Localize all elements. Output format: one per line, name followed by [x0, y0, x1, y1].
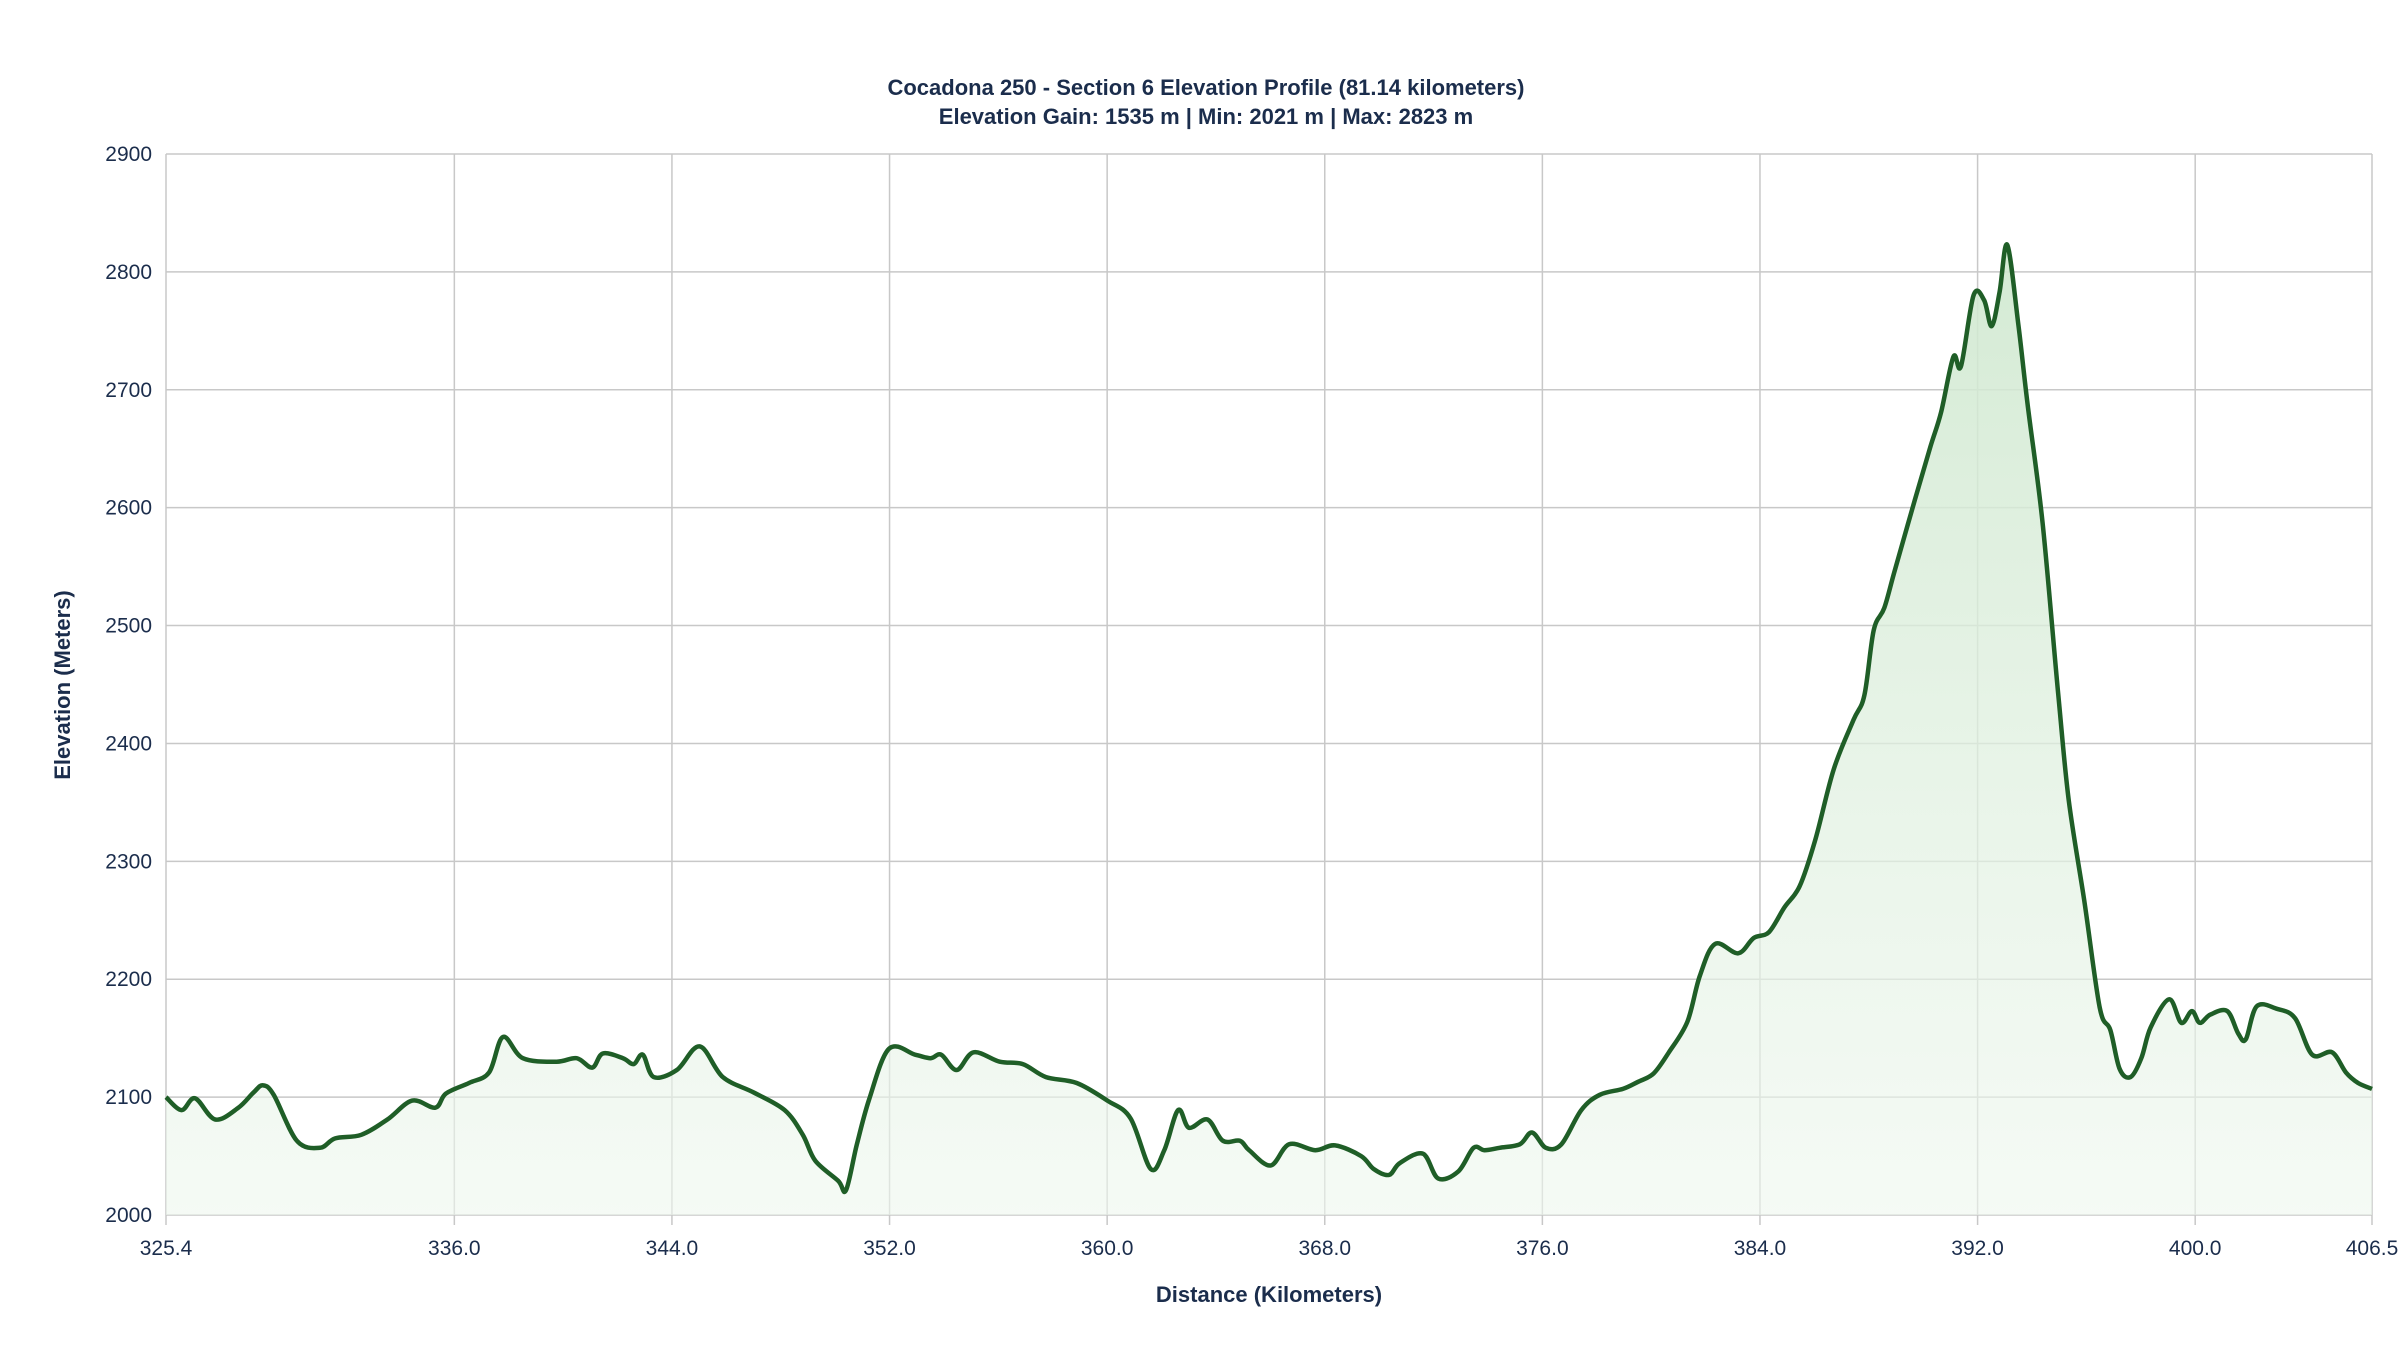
y-tick-label: 2000 — [105, 1204, 152, 1227]
x-tick-label: 368.0 — [1298, 1237, 1351, 1260]
y-tick-label: 2300 — [105, 850, 152, 873]
y-tick-label: 2400 — [105, 732, 152, 755]
x-axis-ticks: 325.4 336.0 344.0 352.0 360.0 368.0 376.0 384.0… — [140, 1237, 2399, 1260]
y-tick-label: 2900 — [105, 143, 152, 166]
x-tick-label: 406.5 — [2346, 1237, 2399, 1260]
x-tick-label: 352.0 — [863, 1237, 916, 1260]
y-tick-label: 2800 — [105, 261, 152, 284]
x-axis-label: Distance (Kilometers) — [1156, 1282, 1382, 1307]
y-tick-label: 2100 — [105, 1086, 152, 1109]
x-tick-label: 336.0 — [428, 1237, 481, 1260]
chart-subtitle: Elevation Gain: 1535 m | Min: 2021 m | M… — [939, 104, 1473, 129]
x-tick-label: 325.4 — [140, 1237, 193, 1260]
y-tick-label: 2200 — [105, 968, 152, 991]
x-tick-label: 400.0 — [2169, 1237, 2222, 1260]
x-tick-label: 384.0 — [1734, 1237, 1787, 1260]
elevation-line — [164, 242, 2373, 1195]
y-axis-label: Elevation (Meters) — [50, 590, 75, 780]
x-tick-label: 376.0 — [1516, 1237, 1569, 1260]
x-tick-label: 392.0 — [1951, 1237, 2004, 1260]
chart-title: Cocadona 250 - Section 6 Elevation Profi… — [887, 75, 1524, 100]
x-tick-label: 360.0 — [1081, 1237, 1134, 1260]
elevation-area — [166, 244, 2372, 1215]
y-axis-ticks: 2000 2100 2200 2300 2400 2500 2600 2700 2800 2900 — [105, 143, 152, 1227]
y-tick-label: 2500 — [105, 615, 152, 638]
y-tick-label: 2700 — [105, 379, 152, 402]
y-tick-label: 2600 — [105, 497, 152, 520]
x-tick-label: 344.0 — [646, 1237, 699, 1260]
